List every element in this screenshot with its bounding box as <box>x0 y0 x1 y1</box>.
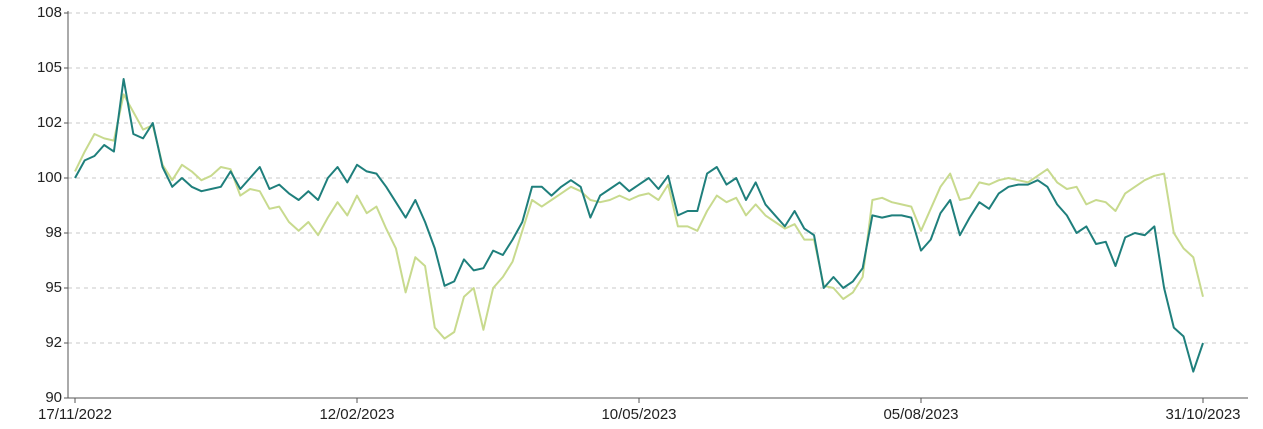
y-tick-label: 98 <box>45 224 62 241</box>
y-tick-label: 105 <box>37 59 62 76</box>
y-tick-label: 108 <box>37 4 62 21</box>
line-series <box>74 78 1204 373</box>
x-tick-label: 10/05/2023 <box>601 406 676 423</box>
y-tick-label: 100 <box>37 169 62 186</box>
y-tick-label: 102 <box>37 114 62 131</box>
y-tick-label: 95 <box>45 279 62 296</box>
x-tick-label: 12/02/2023 <box>319 406 394 423</box>
line-series <box>74 93 1204 340</box>
y-tick-label: 92 <box>45 334 62 351</box>
x-tick-label: 05/08/2023 <box>883 406 958 423</box>
y-tick-label: 90 <box>45 389 62 406</box>
x-tick-label: 17/11/2022 <box>38 406 112 423</box>
x-tick-label: 31/10/2023 <box>1165 406 1240 423</box>
